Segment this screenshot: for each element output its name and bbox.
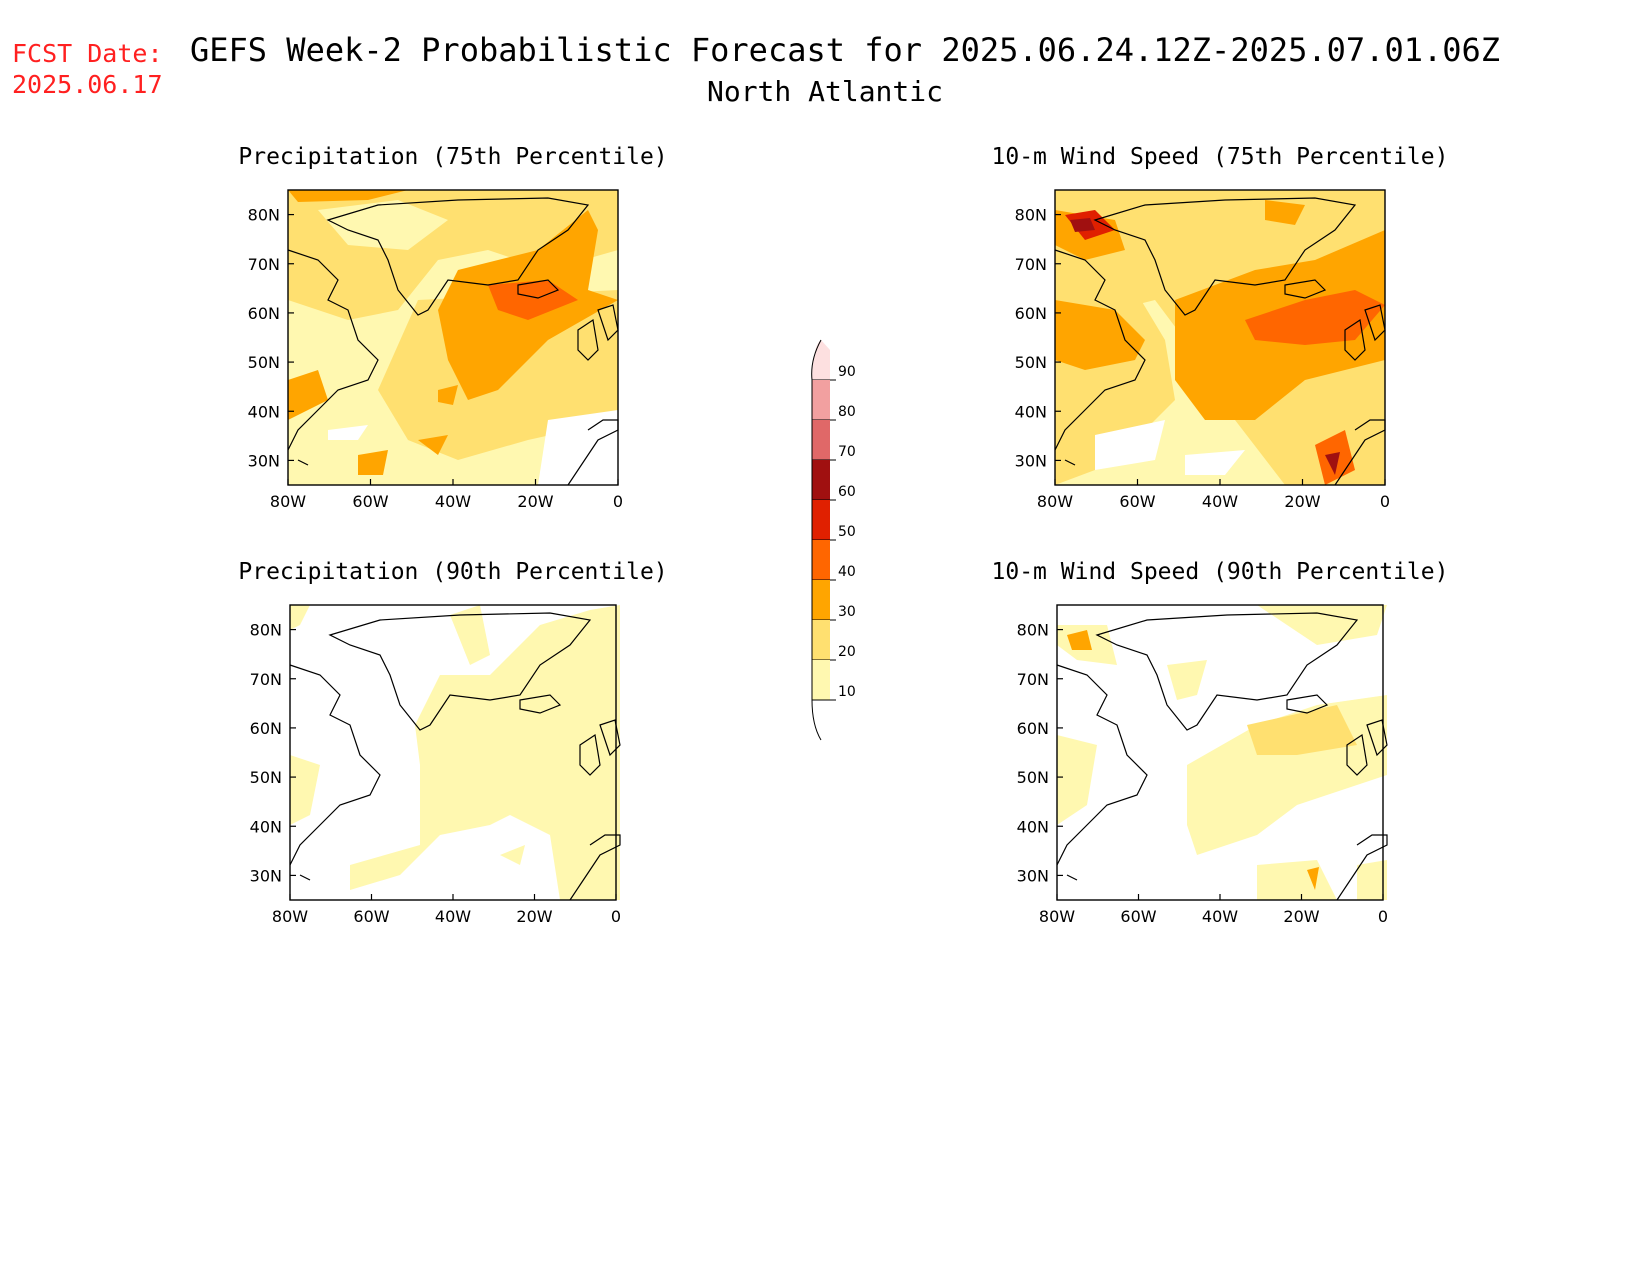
colorbar: 90 80 70 60 50 40 30 20 10: [811, 339, 856, 741]
lon-tick-label: 60W: [1119, 492, 1155, 511]
lat-tick-label: 70N: [248, 255, 280, 274]
coastlines: [1056, 612, 1388, 901]
lat-tick-label: 80N: [248, 206, 280, 225]
lon-tick-label: 60W: [352, 492, 388, 511]
lat-tick-label: 30N: [1015, 451, 1047, 470]
lon-tick-label: 0: [613, 492, 623, 511]
colorbar-label: 20: [838, 644, 856, 660]
colorbar-label: 90: [838, 364, 856, 380]
colorbar-swatch: [812, 580, 830, 620]
lat-tick-label: 80N: [1017, 621, 1049, 640]
lon-tick-label: 80W: [1037, 492, 1073, 511]
lat-tick-label: 70N: [250, 670, 282, 689]
contour-fill: [288, 190, 618, 485]
lat-axis: 80N 70N 60N 50N 40N 30N: [248, 206, 294, 470]
colorbar-label: 40: [838, 564, 856, 580]
colorbar-swatch: [812, 540, 830, 580]
colorbar-label: 80: [838, 404, 856, 420]
lon-tick-label: 80W: [272, 907, 308, 926]
lat-tick-label: 30N: [250, 866, 282, 885]
coastlines: [1054, 197, 1386, 486]
lat-tick-label: 30N: [1017, 866, 1049, 885]
lon-tick-label: 0: [1378, 907, 1388, 926]
colorbar-label: 70: [838, 444, 856, 460]
lon-tick-label: 40W: [1202, 907, 1238, 926]
lat-tick-label: 60N: [248, 304, 280, 323]
colorbar-swatch: [812, 660, 830, 700]
colorbar-label: 30: [838, 604, 856, 620]
lat-tick-label: 40N: [250, 817, 282, 836]
lat-tick-label: 60N: [1017, 719, 1049, 738]
lat-tick-label: 70N: [1017, 670, 1049, 689]
lon-tick-label: 60W: [353, 907, 389, 926]
lat-axis: 80N 70N 60N 50N 40N 30N: [250, 621, 296, 885]
lat-tick-label: 50N: [248, 353, 280, 372]
lon-tick-label: 0: [1380, 492, 1390, 511]
colorbar-swatch: [812, 420, 830, 460]
contour-fill: [290, 605, 620, 900]
lon-tick-label: 20W: [1284, 492, 1320, 511]
panel-wind-90: 10-m Wind Speed (90th Percentile) 80N 70N…: [992, 559, 1449, 926]
panel-wind-75: 10-m Wind Speed (75th Percentile): [992, 144, 1449, 511]
lat-tick-label: 40N: [1015, 402, 1047, 421]
contour-fill: [1055, 190, 1385, 485]
colorbar-swatch: [812, 620, 830, 660]
colorbar-swatch: [812, 340, 830, 380]
lat-tick-label: 80N: [250, 621, 282, 640]
main-title-text: GEFS Week-2 Probabilistic Forecast for 2…: [189, 31, 1501, 69]
colorbar-label: 60: [838, 484, 856, 500]
colorbar-swatch: [812, 500, 830, 540]
lon-tick-label: 0: [611, 907, 621, 926]
colorbar-swatch: [812, 460, 830, 500]
fcst-date-value: 2025.06.17: [12, 70, 163, 99]
lat-tick-label: 50N: [1017, 768, 1049, 787]
lon-tick-label: 40W: [1202, 492, 1238, 511]
coastlines: [289, 612, 621, 901]
lat-tick-label: 80N: [1015, 206, 1047, 225]
lat-axis: 80N 70N 60N 50N 40N 30N: [1015, 206, 1061, 470]
colorbar-label: 50: [838, 524, 856, 540]
lat-tick-label: 40N: [248, 402, 280, 421]
lon-axis: 80W 60W 40W 20W 0: [270, 479, 623, 511]
lon-tick-label: 60W: [1120, 907, 1156, 926]
panel-precip-90: Precipitation (90th Percentile) 80N 70N 60…: [238, 559, 667, 926]
colorbar-outline: [811, 339, 822, 741]
colorbar-label: 10: [838, 684, 856, 700]
lon-tick-label: 40W: [435, 492, 471, 511]
lon-axis: 80W 60W 40W 20W 0: [1037, 479, 1390, 511]
fcst-date-caption: FCST Date:: [12, 39, 163, 68]
panel-title: 10-m Wind Speed (75th Percentile): [992, 144, 1449, 170]
lon-tick-label: 80W: [270, 492, 306, 511]
lat-tick-label: 50N: [1015, 353, 1047, 372]
lat-tick-label: 70N: [1015, 255, 1047, 274]
lat-tick-label: 50N: [250, 768, 282, 787]
forecast-date-label: FCST Date: 2025.06.17: [12, 38, 163, 100]
panel-title: 10-m Wind Speed (90th Percentile): [992, 559, 1449, 585]
lat-tick-label: 60N: [1015, 304, 1047, 323]
lon-tick-label: 80W: [1039, 907, 1075, 926]
lat-tick-label: 60N: [250, 719, 282, 738]
lon-tick-label: 20W: [1283, 907, 1319, 926]
lat-axis: 80N 70N 60N 50N 40N 30N: [1017, 621, 1063, 885]
panel-precip-75: Precipitation (75th Percentile): [238, 144, 667, 511]
lon-tick-label: 20W: [516, 907, 552, 926]
region-title: North Atlantic: [706, 75, 943, 108]
lon-axis: 80W 60W 40W 20W 0: [1039, 894, 1388, 926]
colorbar-swatch: [812, 380, 830, 420]
coastlines: [287, 197, 619, 486]
contour-fill: [1057, 605, 1387, 900]
lon-tick-label: 40W: [435, 907, 471, 926]
page-title: GEFS Week-2 Probabilistic Forecast for 2…: [0, 30, 1650, 114]
panel-title: Precipitation (75th Percentile): [238, 144, 667, 170]
lon-tick-label: 20W: [517, 492, 553, 511]
panel-title: Precipitation (90th Percentile): [238, 559, 667, 585]
lon-axis: 80W 60W 40W 20W 0: [272, 894, 621, 926]
lat-tick-label: 30N: [248, 451, 280, 470]
lat-tick-label: 40N: [1017, 817, 1049, 836]
